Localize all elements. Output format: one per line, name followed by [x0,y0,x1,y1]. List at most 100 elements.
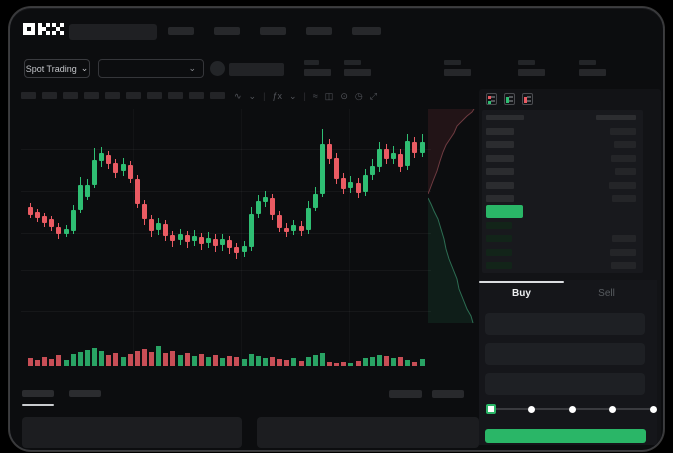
ask-price-placeholder[interactable] [486,154,514,162]
timeframe-button-placeholder[interactable] [105,92,120,99]
volume-bar [341,362,347,366]
view-icon-line [491,96,495,98]
slider-stop-dot[interactable] [649,405,657,413]
stat-label-placeholder [579,60,596,65]
orderbook-list [482,110,643,273]
indicators-icon[interactable]: ƒx [272,91,282,101]
candlestick-chart[interactable] [21,109,431,401]
timeframe-button-placeholder[interactable] [21,92,36,99]
candle-body [270,198,276,215]
tab-buy[interactable]: Buy [512,287,531,299]
stat-value-placeholder [304,69,331,76]
candle-body [156,223,162,230]
volume-bar [284,360,290,366]
orderbook-buys-view-icon[interactable] [504,93,515,105]
volume-bar [334,363,340,366]
volume-bar [362,358,368,366]
timeframe-button-placeholder[interactable] [84,92,99,99]
stat-label-placeholder [518,60,535,65]
active-tab-indicator [479,281,564,283]
candle-body [191,236,197,241]
search-bar[interactable] [69,24,157,40]
overlay-icon[interactable]: ≈ [312,91,318,101]
volume-bar [384,356,389,366]
candle-body [92,160,98,185]
candle-body [398,154,404,167]
bottom-tab-history[interactable] [69,390,101,397]
ask-price-placeholder[interactable] [486,128,514,135]
slider-stop-dot[interactable] [609,405,616,413]
view-icon-accent [488,101,491,104]
slider-handle[interactable] [486,404,496,414]
depth-ask-area [428,109,474,194]
orderbook-combined-view-icon[interactable] [486,93,497,105]
candle-body [412,142,418,153]
bottom-action-button-1[interactable] [389,390,422,398]
volume-bar [319,353,325,366]
timeframe-button-placeholder[interactable] [126,92,141,99]
indicators-chevron-icon[interactable]: ⌄ [288,90,297,101]
timeframe-button-placeholder[interactable] [210,92,225,99]
timeframe-button-placeholder[interactable] [42,92,57,99]
orderbook-sells-view-icon[interactable] [522,93,533,105]
volume-bar [206,357,211,366]
ask-price-placeholder[interactable] [486,195,514,202]
ask-price-placeholder[interactable] [486,168,514,176]
volume-bar [113,353,119,366]
ask-price-placeholder[interactable] [486,141,514,149]
market-type-label: Spot Trading [25,63,77,74]
slider-stop-dot[interactable] [528,405,535,413]
bottom-tab-orders[interactable] [22,390,54,397]
history-icon[interactable]: ◷ [354,90,363,101]
fullscreen-icon[interactable]: ⤢ [369,90,377,101]
gridline-vertical [349,109,350,367]
market-stat-group [344,60,384,78]
nav-item-placeholder[interactable] [168,27,194,35]
total-input[interactable] [485,373,645,395]
price-input[interactable] [485,313,645,335]
candle-body [84,185,90,197]
bid-price-placeholder[interactable] [486,262,512,270]
pair-selector[interactable]: ⌄ [98,59,204,78]
timeframe-button-placeholder[interactable] [189,92,204,99]
buy-submit-button[interactable] [485,429,646,443]
bottom-action-button-2[interactable] [432,390,464,398]
amount-input[interactable] [485,343,645,365]
volume-bar [398,357,404,366]
stat-value-placeholder [344,69,371,76]
bottom-panel-right [257,417,479,448]
last-price-badge[interactable] [486,205,523,218]
okx-logo[interactable] [23,23,64,36]
nav-item-placeholder[interactable] [306,27,332,35]
candle-body [362,175,368,192]
bid-price-placeholder[interactable] [486,248,512,256]
tab-sell[interactable]: Sell [598,287,615,299]
candle-body [49,219,55,227]
market-type-selector[interactable]: Spot Trading ⌄ [24,59,90,78]
volume-bar [120,357,126,366]
volume-bar [291,358,297,366]
compare-icon[interactable]: ◫ [324,90,334,101]
volume-bar [70,354,76,366]
orderbook-header-price [486,115,524,120]
chart-style-chevron-icon[interactable]: ⌄ [248,90,257,101]
nav-item-placeholder[interactable] [260,27,286,35]
slider-stop-dot[interactable] [568,405,576,413]
nav-item-placeholder[interactable] [352,27,381,35]
chart-style-icon[interactable]: ∿ [234,90,242,101]
bid-price-placeholder[interactable] [486,222,512,229]
view-icon-line [527,100,531,102]
coin-icon [210,61,225,76]
screenshot-icon[interactable]: ⊙ [340,90,348,101]
timeframe-button-placeholder[interactable] [147,92,162,99]
ask-amount-placeholder [611,154,636,162]
ask-price-placeholder[interactable] [486,181,514,189]
timeframe-button-placeholder[interactable] [63,92,78,99]
view-icon-accent [524,97,527,103]
bid-price-placeholder[interactable] [486,235,512,243]
nav-item-placeholder[interactable] [214,27,240,35]
timeframe-button-placeholder[interactable] [168,92,183,99]
volume-bar [305,357,311,366]
volume-bar [277,359,283,366]
candle-body [255,201,261,214]
